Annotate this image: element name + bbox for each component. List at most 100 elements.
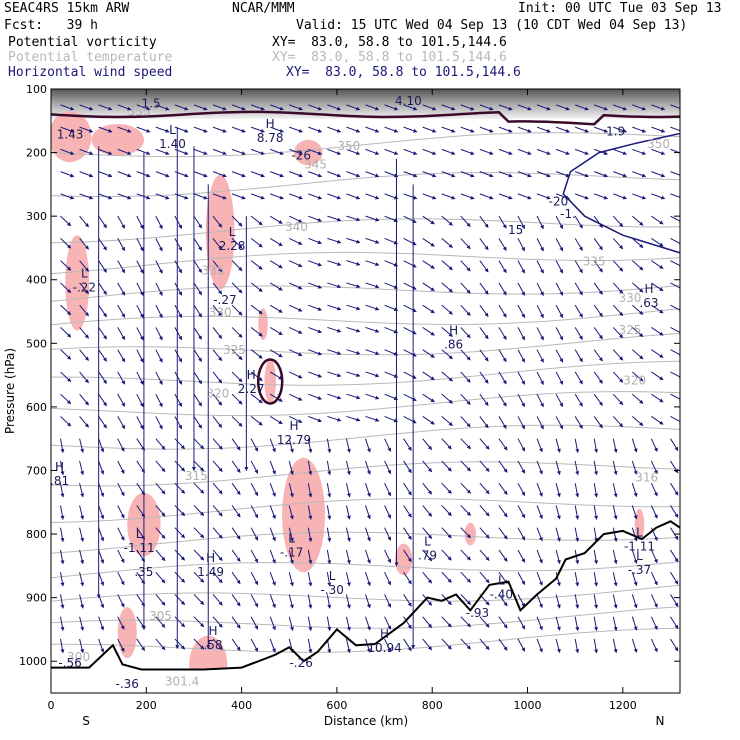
- wind-vector: [593, 460, 599, 476]
- wind-vector: [441, 193, 456, 200]
- wind-vector: [212, 327, 223, 339]
- wind-vector: [593, 616, 599, 632]
- wind-vector: [60, 282, 72, 294]
- wind-vector: [670, 126, 680, 133]
- pv-extremum-value: 1.49: [197, 565, 224, 579]
- isentrope-line: [51, 308, 680, 326]
- wind-vector: [193, 482, 205, 494]
- wind-vector: [593, 527, 599, 543]
- wind-vector: [555, 260, 564, 274]
- wind-vector: [308, 193, 323, 200]
- isentrope-label: 325: [223, 343, 246, 357]
- wind-vector: [98, 638, 105, 653]
- wind-vector: [345, 638, 351, 654]
- wind-vector: [631, 572, 638, 587]
- wind-vector: [498, 304, 507, 318]
- wind-vector: [269, 505, 276, 520]
- wind-vector: [632, 349, 644, 360]
- y-tick-label: 600: [26, 401, 47, 414]
- wind-vector: [651, 260, 664, 269]
- wind-vector: [460, 171, 475, 178]
- wind-vector: [155, 104, 170, 111]
- wind-vector: [79, 282, 89, 295]
- wind-vector: [403, 104, 418, 111]
- wind-vector: [231, 104, 246, 111]
- wind-vector: [79, 126, 94, 133]
- wind-vector: [593, 416, 603, 429]
- wind-vector: [250, 238, 263, 248]
- y-tick-label: 200: [26, 147, 47, 160]
- wind-vector: [98, 393, 107, 407]
- wind-vector: [307, 594, 313, 609]
- wind-vector: [136, 549, 146, 563]
- wind-vector: [517, 616, 526, 630]
- wind-vector: [517, 527, 526, 541]
- wind-vector: [593, 438, 599, 454]
- wind-vector: [612, 416, 624, 428]
- wind-vector: [308, 237, 323, 245]
- wind-vector: [79, 171, 94, 178]
- wind-vector: [327, 304, 342, 311]
- wind-vector: [193, 505, 205, 516]
- wind-vector: [441, 215, 453, 226]
- wind-vector: [631, 460, 638, 475]
- wind-vector: [460, 238, 471, 250]
- pv-extremum-value: 1.40: [159, 137, 186, 151]
- field-name-wind: Horizontal wind speed: [8, 65, 173, 80]
- wind-vector: [460, 527, 471, 539]
- wind-vector: [250, 304, 263, 315]
- wind-vector: [345, 594, 351, 609]
- wind-vector: [231, 638, 241, 651]
- wind-vector: [345, 483, 351, 498]
- wind-vector: [422, 638, 433, 651]
- wind-vector: [574, 349, 583, 363]
- wind-vector: [422, 260, 435, 269]
- pv-tropopause-contour: [51, 110, 680, 126]
- wind-vector: [593, 483, 599, 498]
- wind-vector: [555, 282, 564, 296]
- wind-vector: [117, 148, 132, 155]
- wind-vector: [479, 260, 489, 273]
- wind-vector: [517, 416, 526, 430]
- wind-vector: [670, 260, 680, 268]
- wind-vector: [498, 527, 508, 540]
- wind-vector: [612, 572, 618, 587]
- wind-vector: [384, 460, 392, 475]
- wind-vector: [422, 505, 433, 517]
- wind-vector: [174, 104, 189, 111]
- wind-vector: [117, 393, 126, 407]
- wind-vector: [136, 126, 151, 133]
- wind-vector: [498, 505, 508, 518]
- wind-vector: [79, 193, 94, 200]
- wind-vector: [498, 282, 507, 296]
- wind-vector: [231, 571, 241, 585]
- wind-vector: [346, 104, 361, 111]
- wind-vector: [289, 326, 303, 334]
- wind-vector: [155, 215, 163, 230]
- isentrope-label: 305: [149, 609, 172, 623]
- wind-vector: [670, 215, 680, 224]
- wind-vector: [517, 460, 526, 474]
- wind-vector: [670, 282, 680, 290]
- isentrope-line: [51, 360, 680, 386]
- wind-vector: [536, 104, 551, 111]
- wind-vector: [498, 327, 507, 340]
- wind-vector: [174, 393, 183, 407]
- wind-vector: [174, 349, 183, 363]
- wind-vector: [308, 148, 323, 155]
- pv-extremum-letter: L: [636, 549, 643, 563]
- wind-vector: [384, 237, 399, 245]
- isentrope-line: [51, 172, 680, 198]
- wind-vector: [536, 126, 551, 133]
- wind-vector: [250, 104, 265, 111]
- isentrope-label: 350: [647, 137, 670, 151]
- wind-vector: [593, 549, 599, 565]
- wind-vector: [289, 349, 303, 357]
- wind-vector: [365, 616, 371, 631]
- wind-vector: [612, 371, 624, 383]
- pv-positive-region: [264, 359, 276, 404]
- wind-vector: [460, 349, 471, 361]
- wind-vector: [308, 326, 323, 334]
- wind-vector: [460, 304, 471, 316]
- wind-vector: [155, 482, 166, 495]
